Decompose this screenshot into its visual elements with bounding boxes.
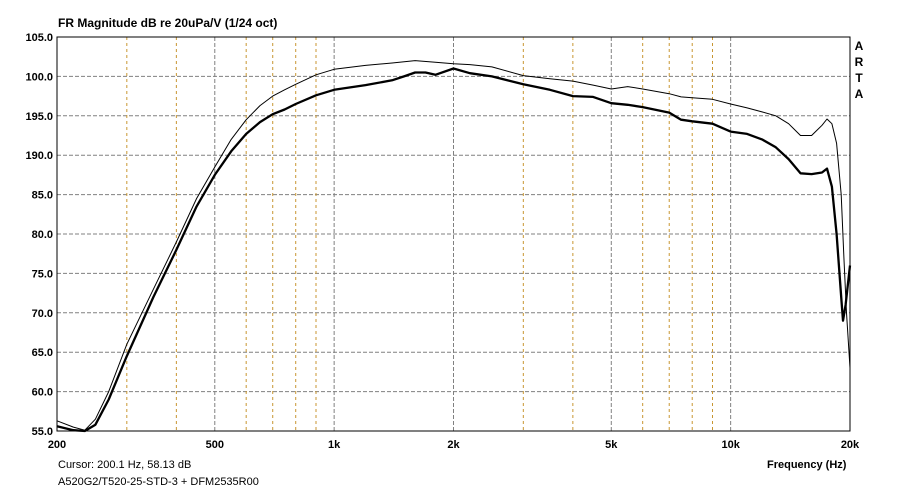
arta-logo: A R T A	[852, 38, 866, 102]
x-tick-label: 200	[48, 439, 66, 451]
arta-letter: A	[854, 87, 864, 101]
series-layer	[56, 60, 852, 433]
series-line-thin	[56, 60, 851, 431]
arta-letter: T	[855, 71, 863, 85]
x-axis-label: Frequency (Hz)	[767, 459, 847, 471]
y-tick-label: 70.0	[32, 308, 53, 320]
y-tick-label: 80.0	[32, 229, 53, 241]
chart-title: FR Magnitude dB re 20uPa/V (1/24 oct)	[58, 16, 278, 30]
y-tick-label: 195.0	[25, 111, 53, 123]
plot-frame	[56, 36, 851, 432]
y-tick-label: 85.0	[32, 190, 53, 202]
y-tick-label: 65.0	[32, 347, 53, 359]
series-line-thick	[56, 67, 852, 433]
y-tick-label: 105.0	[25, 32, 53, 44]
x-tick-label: 5k	[605, 439, 618, 451]
x-tick-label: 2k	[447, 439, 460, 451]
x-tick-label: 1k	[328, 439, 341, 451]
x-tick-label: 10k	[721, 439, 740, 451]
y-tick-label: 190.0	[25, 150, 53, 162]
grid	[57, 36, 850, 432]
x-axis-ticks: 200 500 1k 2k 5k 10k 20k	[48, 439, 860, 451]
filename-label: A520G2/T520-25-STD-3 + DFM2535R00	[58, 476, 259, 488]
x-tick-label: 20k	[841, 439, 860, 451]
y-tick-label: 60.0	[32, 387, 53, 399]
y-tick-label: 55.0	[32, 426, 53, 438]
x-tick-label: 500	[206, 439, 224, 451]
y-tick-label: 100.0	[25, 71, 53, 83]
y-axis-ticks: 105.0 100.0 195.0 190.0 85.0 80.0 75.0 70.0 65.0…	[25, 32, 53, 438]
cursor-readout: Cursor: 200.1 Hz, 58.13 dB	[58, 459, 192, 471]
arta-letter: R	[854, 55, 864, 69]
arta-letter: A	[854, 39, 864, 53]
y-tick-label: 75.0	[32, 268, 53, 280]
